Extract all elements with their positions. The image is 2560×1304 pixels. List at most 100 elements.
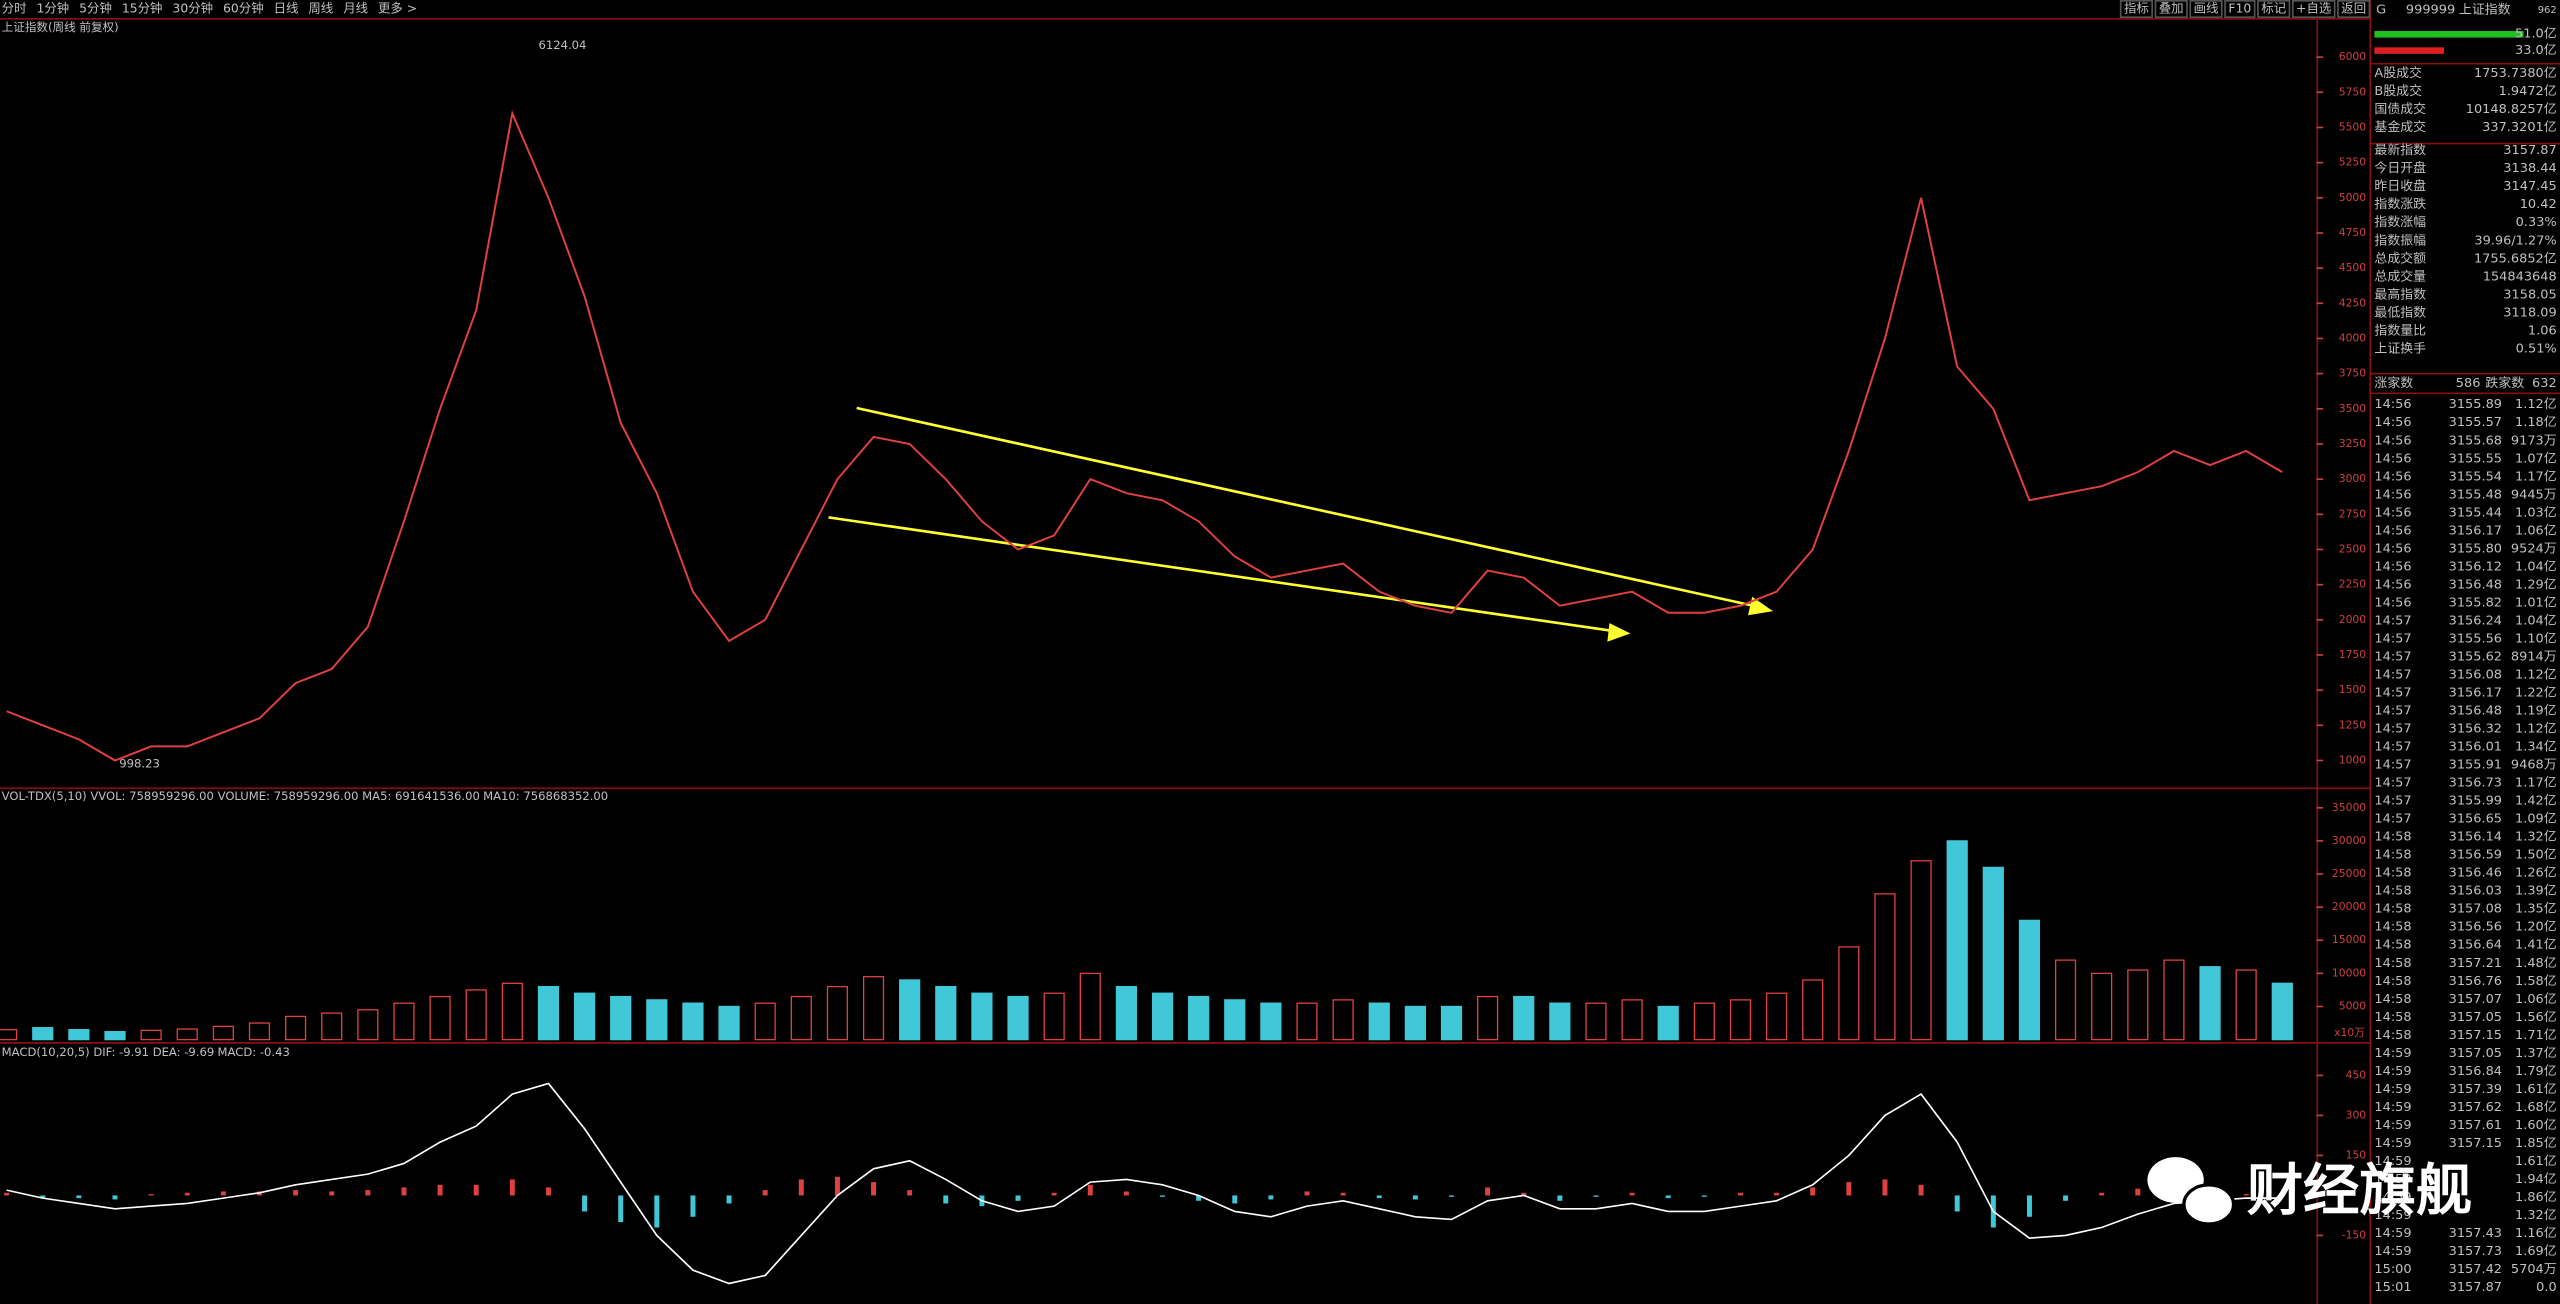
tick-time: 14:58 [2374, 938, 2411, 953]
tick-volume: 1.32亿 [2515, 1208, 2557, 1223]
macd-bar [401, 1187, 407, 1196]
macd-bar [1774, 1192, 1780, 1196]
volume-bar [1151, 992, 1174, 1041]
volume-legend: VOL-TDX(5,10) VVOL: 758959296.00 VOLUME:… [2, 789, 480, 803]
macd-bar [1557, 1195, 1563, 1201]
tick-price: 3157.15 [2449, 1028, 2502, 1043]
period-tab[interactable]: 月线 [343, 2, 368, 16]
tick-price: 3155.62 [2449, 650, 2502, 665]
volume-bar [1982, 866, 2004, 1041]
toolbar-button[interactable]: 画线 [2194, 2, 2219, 16]
y-tick-label: 15000 [2332, 933, 2366, 946]
tick-volume: 9173万 [2511, 433, 2557, 448]
volume-bar [1621, 999, 1643, 1041]
period-tab[interactable]: 30分钟 [172, 1, 213, 16]
tick-volume: 1.85亿 [2515, 1136, 2557, 1151]
tick-time: 14:59 [2374, 1082, 2411, 1097]
tick-time: 14:57 [2374, 614, 2411, 629]
period-tab[interactable]: 日线 [274, 2, 299, 16]
macd-bar [148, 1194, 154, 1196]
tick-time: 14:57 [2374, 668, 2411, 683]
tick-volume: 1.58亿 [2515, 974, 2557, 989]
y-tick-label: 150 [2346, 1149, 2367, 1162]
tick-price: 3156.01 [2449, 740, 2502, 755]
toolbar-button[interactable]: F10 [2228, 2, 2251, 16]
tick-volume: 1.41亿 [2515, 938, 2557, 953]
volume-bar [248, 1022, 271, 1041]
tick-time: 14:56 [2374, 433, 2411, 448]
toolbar-button[interactable]: +自选 [2296, 2, 2331, 16]
volume-bar [1910, 860, 1932, 1041]
tick-volume: 1.39亿 [2515, 884, 2557, 899]
volume-bar [2271, 982, 2293, 1041]
tick-volume: 1.34亿 [2515, 740, 2557, 755]
volume-bar [1838, 946, 1860, 1041]
stat-label: 国债成交 [2374, 101, 2426, 117]
y-tick-label: 1250 [2339, 718, 2367, 731]
tick-time: 14:56 [2374, 415, 2411, 430]
tick-price: 3156.73 [2449, 776, 2502, 791]
y-tick-label: 3000 [2339, 472, 2367, 485]
toolbar-button[interactable]: 叠加 [2159, 2, 2184, 16]
tick-time: 14:57 [2374, 758, 2411, 773]
code: 999999 [2406, 2, 2455, 17]
period-tab[interactable]: 周线 [308, 2, 333, 16]
button-frame [2154, 0, 2188, 18]
tick-time: 14:59 [2374, 1208, 2411, 1223]
tick-volume: 1.32亿 [2515, 830, 2557, 845]
macd-bar [1376, 1195, 1382, 1199]
dif-line [6, 1082, 2283, 1285]
macd-bar [76, 1195, 82, 1199]
macd-bar [907, 1190, 913, 1196]
y-tick-label: 1000 [2339, 754, 2367, 767]
tick-price: 3156.17 [2449, 686, 2502, 701]
wechat-bubble [2182, 1183, 2236, 1226]
y-tick-label: 5250 [2339, 156, 2367, 169]
volume-bar [465, 989, 487, 1041]
tick-time: 14:59 [2374, 1172, 2411, 1187]
tick-volume: 9445万 [2511, 487, 2557, 502]
toolbar-button[interactable]: 返回 [2341, 2, 2366, 16]
tick-price: 3157.08 [2449, 902, 2502, 917]
volume-bar [1296, 1002, 1318, 1041]
period-tab[interactable]: 5分钟 [79, 1, 112, 16]
buy-bar [2374, 31, 2524, 38]
stat-value: 0.33% [2516, 215, 2557, 230]
macd-bar [2135, 1188, 2141, 1196]
tick-price: 3156.24 [2449, 614, 2502, 629]
tick-price: 3157.61 [2449, 1118, 2502, 1133]
stat-label: 上证换手 [2374, 342, 2426, 357]
volume-bar [718, 1005, 740, 1041]
volume-bar [284, 1015, 307, 1041]
stat-label: 指数涨跌 [2374, 196, 2426, 212]
toolbar-button[interactable]: 指标 [2124, 1, 2149, 16]
period-tab[interactable]: 分时 [2, 2, 27, 16]
volume-bar [501, 982, 523, 1041]
tick-volume: 1.03亿 [2515, 505, 2557, 520]
tick-volume: 1.17亿 [2515, 469, 2557, 484]
macd-legend: MACD(10,20,5) DIF: -9.91 DEA: -9.69 [2, 1045, 215, 1059]
volume-bar [1404, 1005, 1426, 1041]
tick-time: 14:56 [2374, 487, 2411, 502]
tick-price: 3157.05 [2449, 1046, 2502, 1061]
tick-time: 14:56 [2374, 451, 2411, 466]
macd-bar [220, 1191, 226, 1196]
tick-volume: 1.61亿 [2515, 1082, 2557, 1097]
tick-price: 3157.05 [2449, 1010, 2502, 1025]
tick-volume: 1.04亿 [2515, 559, 2557, 574]
macd-bar [1268, 1195, 1274, 1200]
chart-title: 上证指数(周线 前复权) [2, 20, 119, 34]
toolbar-button[interactable]: 标记 [2261, 2, 2286, 16]
period-tab[interactable]: 15分钟 [122, 1, 163, 16]
macd-bar [1665, 1195, 1671, 1199]
stat-value: 3147.45 [2503, 179, 2556, 194]
period-tab[interactable]: 1分钟 [36, 1, 69, 16]
tick-volume: 1.86亿 [2515, 1190, 2557, 1205]
badge: 962 [2538, 5, 2557, 16]
period-tab[interactable]: 60分钟 [223, 1, 264, 16]
tick-volume: 1.94亿 [2515, 1172, 2557, 1187]
tick-volume: 1.10亿 [2515, 632, 2557, 647]
period-tab[interactable]: 更多 > [378, 2, 417, 16]
tick-volume: 1.12亿 [2515, 722, 2557, 737]
macd-bar [1051, 1192, 1057, 1196]
